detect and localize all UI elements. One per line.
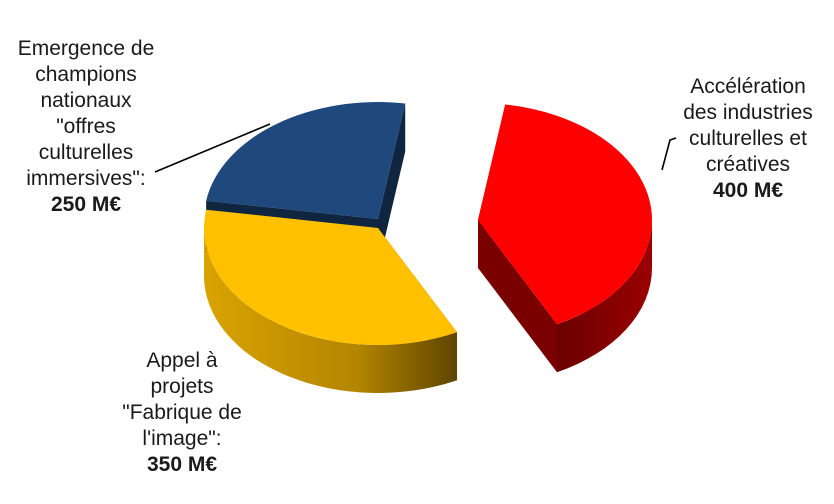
slice-label-accel: Accélération des industries culturelles … [662, 48, 834, 230]
slice-label-champions: Emergence de champions nationaux "offres… [0, 10, 172, 244]
pie-chart [154, 102, 677, 393]
slice-accel [478, 104, 652, 325]
slice-cut-face-accel-1 [478, 220, 557, 373]
slice-fabrique [203, 209, 457, 346]
slice-champions [206, 102, 406, 219]
slice-cut-face-champions-1 [378, 103, 406, 268]
slice-value-fabrique: 350 M€ [146, 453, 218, 476]
slice-value-accel: 400 M€ [712, 179, 784, 202]
slice-side-fabrique [204, 228, 457, 393]
leader-line-champions [154, 123, 271, 173]
leader-line-accel [661, 137, 677, 171]
slice-label-fabrique: Appel à projets "Fabrique de l'image": 3… [92, 322, 272, 504]
slice-label-accel-text: Accélération des industries culturelles … [683, 75, 813, 176]
slice-side-accel [556, 220, 652, 373]
slice-label-fabrique-text: Appel à projets "Fabrique de l'image": [122, 349, 242, 450]
slice-label-champions-text: Emergence de champions nationaux "offres… [17, 37, 155, 190]
slice-value-champions: 250 M€ [50, 193, 122, 216]
